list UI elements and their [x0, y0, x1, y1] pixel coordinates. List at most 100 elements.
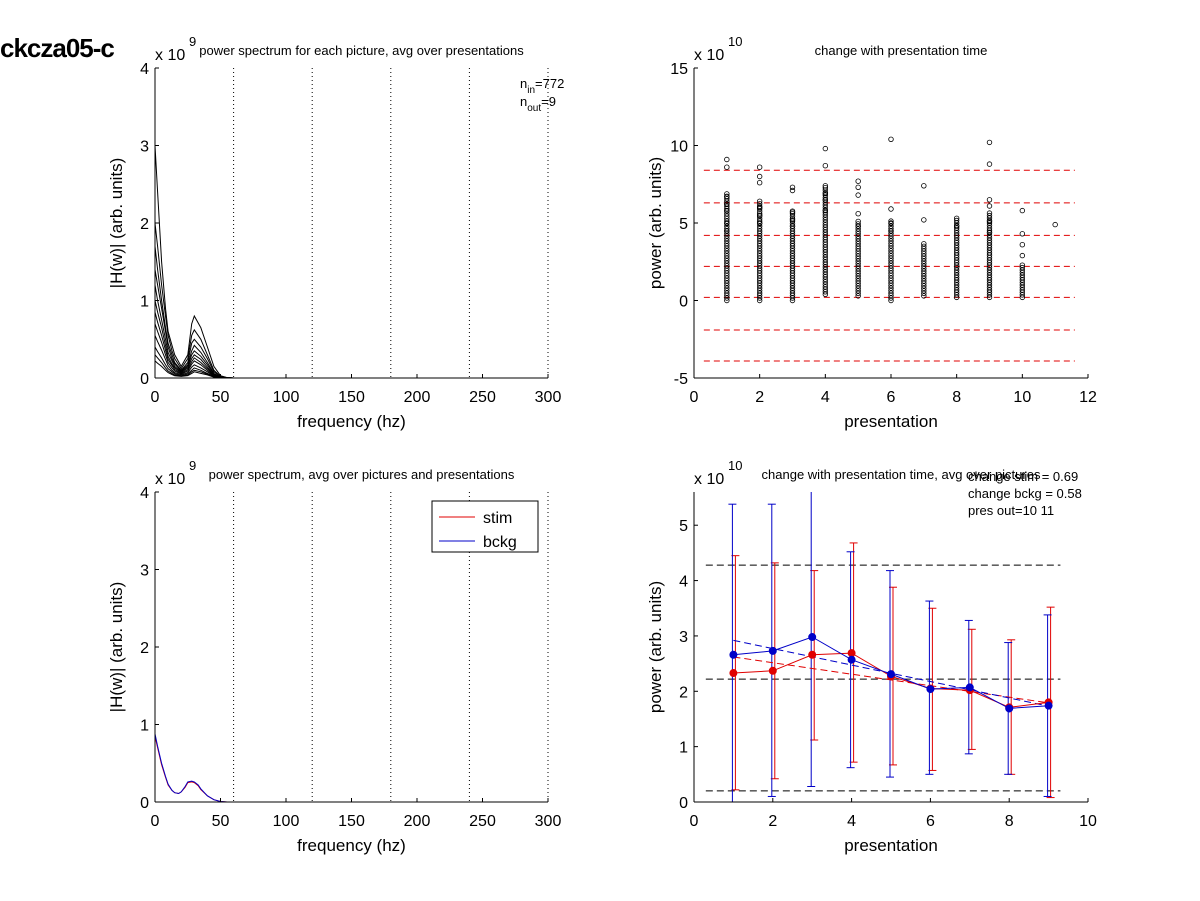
x-tick-label: 150 [338, 813, 365, 830]
x-axis-label: presentation [844, 412, 938, 431]
y-tick-label: 4 [679, 574, 688, 591]
data-point [756, 278, 763, 284]
data-point [822, 266, 829, 273]
data-point [986, 272, 993, 278]
series-marker-stim [729, 669, 738, 678]
data-point [888, 285, 894, 291]
data-point [921, 217, 927, 223]
x-tick-label: 4 [821, 389, 830, 406]
data-point [921, 288, 927, 294]
data-point [921, 241, 927, 247]
data-point [724, 207, 730, 214]
data-point [888, 218, 894, 224]
data-point [822, 269, 829, 275]
data-point [986, 139, 993, 146]
data-point [724, 265, 730, 271]
x-tick-label: 300 [535, 389, 562, 406]
x-tick-label: 150 [338, 389, 365, 406]
data-point [756, 273, 763, 279]
y-tick-label: 1 [140, 718, 149, 735]
y-exponent-power: 10 [728, 458, 742, 473]
data-point [953, 257, 960, 263]
data-point [888, 206, 894, 212]
subplot-title: power spectrum for each picture, avg ove… [199, 43, 524, 58]
y-exponent-power: 9 [189, 458, 196, 473]
data-point [855, 293, 861, 299]
y-tick-label: 3 [679, 629, 688, 646]
data-point [789, 287, 796, 294]
plot-area [703, 136, 1075, 362]
data-point [953, 287, 960, 293]
y-tick-label: 10 [670, 139, 688, 156]
data-point [986, 284, 993, 291]
x-tick-label: 8 [1005, 813, 1014, 830]
data-point [953, 282, 960, 288]
data-point [888, 260, 894, 266]
spectrum-line [154, 269, 548, 379]
sample-count-annotation: nout=9 [520, 94, 556, 114]
data-point [1019, 272, 1026, 278]
data-point [855, 253, 861, 259]
series-line-stim [154, 735, 548, 803]
data-point [756, 287, 763, 294]
y-tick-label: 3 [140, 563, 149, 580]
spectrum-line [154, 145, 548, 379]
series-marker-bckg [768, 646, 777, 655]
data-point [986, 257, 993, 263]
y-tick-label: 4 [140, 485, 149, 502]
data-point [921, 268, 927, 274]
x-tick-label: 250 [469, 389, 496, 406]
y-tick-label: 0 [679, 294, 688, 311]
change-annotation: pres out=10 11 [968, 503, 1054, 518]
data-point [986, 210, 993, 216]
data-point [756, 164, 763, 170]
data-point [1019, 231, 1026, 237]
spectrum-line [154, 246, 548, 379]
data-point [724, 285, 730, 291]
data-point [888, 297, 894, 304]
data-point [986, 203, 993, 209]
data-point [888, 263, 894, 269]
subplot-title: change with presentation time [815, 43, 988, 58]
data-point [986, 274, 993, 281]
x-axis-label: presentation [844, 836, 938, 855]
x-tick-label: 10 [1079, 813, 1097, 830]
data-point [756, 179, 763, 186]
x-axis-label: frequency (hz) [297, 836, 406, 855]
data-point [921, 263, 927, 269]
x-tick-label: 100 [273, 389, 300, 406]
data-point [855, 278, 861, 284]
data-point [921, 290, 927, 297]
data-point [724, 290, 730, 296]
data-point [724, 278, 730, 284]
data-point [921, 275, 927, 282]
data-point [855, 288, 861, 294]
data-point [822, 271, 829, 278]
data-point [1019, 287, 1026, 293]
x-tick-label: 50 [212, 813, 230, 830]
data-point [855, 265, 861, 272]
data-point [921, 265, 927, 272]
data-point [855, 223, 861, 229]
data-point [855, 290, 861, 297]
data-point [789, 265, 796, 271]
data-point [855, 210, 861, 217]
data-point [953, 260, 960, 266]
data-point [953, 272, 960, 278]
data-point [756, 285, 763, 291]
data-point [921, 243, 927, 249]
data-point [724, 201, 730, 208]
data-point [1019, 264, 1026, 271]
data-point [789, 290, 796, 296]
data-point [822, 281, 829, 288]
y-tick-label: 0 [140, 795, 149, 812]
data-point [822, 145, 829, 152]
data-point [724, 220, 730, 226]
y-tick-label: 0 [140, 371, 149, 388]
y-axis-label: |H(w)| (arb. units) [107, 158, 126, 289]
data-point [855, 221, 861, 227]
data-point [921, 285, 927, 292]
